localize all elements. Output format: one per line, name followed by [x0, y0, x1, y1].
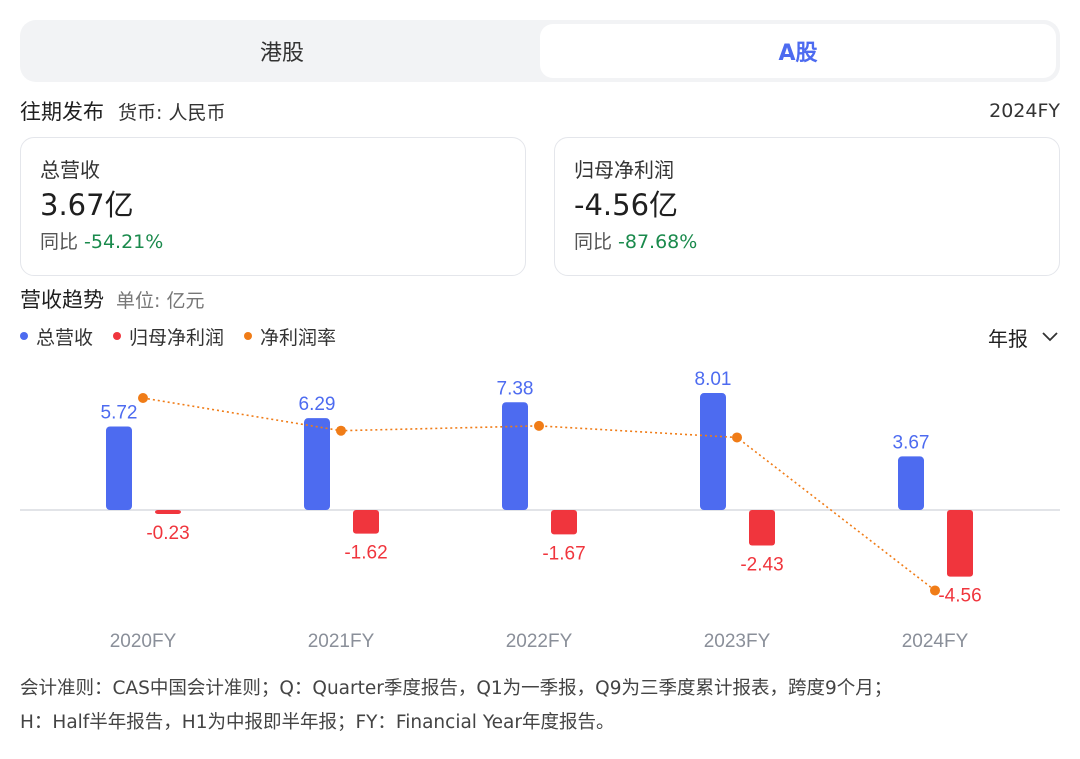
chart-legend: 总营收 归母净利润 净利润率: [20, 322, 356, 350]
legend-item-net-profit[interactable]: 归母净利润: [113, 323, 224, 350]
net-profit-bar: [947, 510, 973, 577]
x-tick-label: 2023FY: [704, 631, 771, 652]
footnote-line: H：Half半年报告，H1为中报即半年报；FY：Financial Year年度…: [20, 712, 615, 733]
revenue-data-label: 8.01: [695, 369, 732, 390]
revenue-data-label: 5.72: [101, 402, 138, 423]
trend-title: 营收趋势: [20, 288, 104, 312]
net-profit-bar: [155, 510, 181, 514]
net-margin-line: [142, 397, 936, 592]
net-margin-point: [732, 432, 742, 443]
net-profit-bar: [353, 510, 379, 534]
legend-dot-icon: [113, 332, 122, 340]
currency-label: 货币: 人民币: [118, 101, 226, 124]
revenue-bar: [304, 418, 330, 510]
net-margin-point: [138, 393, 148, 403]
trend-unit: 单位: 亿元: [116, 290, 205, 312]
period-dropdown-label: 年报: [988, 326, 1028, 351]
card-value: -4.56亿: [574, 188, 679, 222]
revenue-bar: [700, 393, 726, 510]
period-dropdown[interactable]: 年报: [988, 322, 1058, 352]
card-label: 归母净利润: [574, 158, 674, 182]
report-period[interactable]: 2024FY: [989, 100, 1060, 122]
card-yoy: 同比 -54.21%: [40, 228, 506, 256]
revenue-data-label: 3.67: [893, 432, 930, 453]
trend-header: 营收趋势 单位: 亿元: [20, 284, 204, 316]
accounting-footnote: 会计准则：CAS中国会计准则；Q：Quarter季度报告，Q1为一季报，Q9为三…: [20, 672, 1060, 740]
x-tick-label: 2022FY: [506, 631, 573, 652]
legend-label: 归母净利润: [129, 326, 225, 349]
card-yoy: 同比 -87.68%: [574, 228, 1040, 256]
net-margin-point: [534, 420, 544, 431]
tab-hk-stock[interactable]: 港股: [259, 41, 304, 66]
revenue-bar: [898, 456, 924, 510]
chevron-down-icon: [1042, 332, 1058, 342]
net-profit-bar: [749, 510, 775, 546]
card-value: 3.67亿: [40, 188, 134, 222]
x-tick-label: 2020FY: [110, 631, 177, 652]
legend-dot-icon: [244, 332, 253, 340]
revenue-trend-chart: 5.72 -0.23 2020FY 6.29 -1.62 2021FY 7.38 -1.67 2…: [20, 369, 1060, 652]
yoy-label: 同比: [574, 231, 613, 253]
legend-dot-icon: [20, 332, 28, 340]
footnote-line: 会计准则：CAS中国会计准则；Q：Quarter季度报告，Q1为一季报，Q9为三…: [20, 678, 893, 699]
yoy-value: -54.21%: [84, 231, 164, 253]
revenue-data-label: 7.38: [497, 378, 534, 399]
revenue-data-label: 6.29: [299, 394, 336, 415]
net-profit-bar: [551, 510, 577, 535]
net-profit-data-label: -0.23: [146, 523, 189, 544]
legend-label: 净利润率: [260, 326, 337, 349]
net-profit-data-label: -1.62: [344, 543, 387, 564]
x-tick-label: 2021FY: [308, 631, 375, 652]
legend-label: 总营收: [36, 326, 94, 349]
net-profit-data-label: -1.67: [542, 543, 585, 564]
net-profit-card: 归母净利润 -4.56亿 同比 -87.68%: [554, 137, 1060, 276]
revenue-bar: [106, 426, 132, 510]
section-title: 往期发布: [20, 100, 104, 124]
legend-item-revenue[interactable]: 总营收: [20, 323, 93, 350]
net-margin-point: [336, 425, 346, 436]
legend-item-net-margin[interactable]: 净利润率: [244, 323, 336, 350]
revenue-card: 总营收 3.67亿 同比 -54.21%: [20, 137, 526, 276]
net-profit-data-label: -2.43: [740, 554, 783, 575]
yoy-value: -87.68%: [618, 231, 698, 253]
revenue-bar: [502, 402, 528, 510]
card-label: 总营收: [40, 158, 100, 182]
net-margin-point: [930, 585, 940, 596]
market-tabs: 港股 A股: [20, 20, 1060, 82]
release-header: 往期发布 货币: 人民币 2024FY: [20, 96, 1060, 126]
x-tick-label: 2024FY: [902, 631, 969, 652]
yoy-label: 同比: [40, 231, 79, 253]
net-profit-data-label: -4.56: [938, 586, 981, 607]
tab-a-stock[interactable]: A股: [540, 24, 1056, 78]
